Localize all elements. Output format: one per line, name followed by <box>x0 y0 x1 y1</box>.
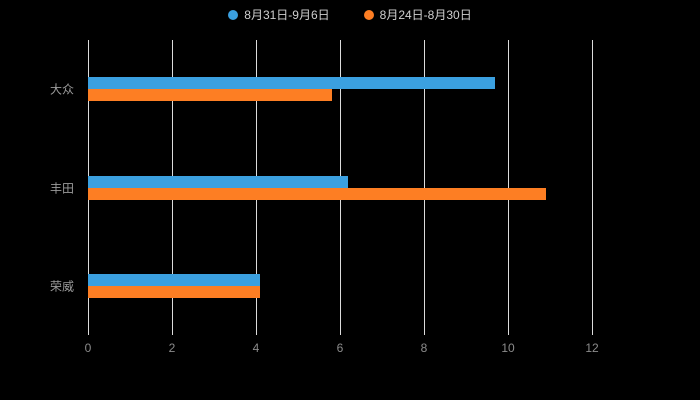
x-axis-tick-labels: 0 2 4 6 8 10 12 <box>84 341 599 357</box>
legend-dot-blue-icon <box>228 10 239 20</box>
legend-label: 8月31日-9月6日 <box>244 8 330 22</box>
x-tick-label: 10 <box>501 341 515 355</box>
category-label: 荣威 <box>49 279 74 294</box>
category-label: 大众 <box>49 82 74 97</box>
bar-8月24日-8月30日-丰田[interactable] <box>88 187 546 200</box>
legend-item-week2[interactable]: 8月31日-9月6日 <box>228 6 330 24</box>
x-tick-label: 8 <box>420 341 428 355</box>
x-tick-label: 12 <box>585 341 599 355</box>
x-tick-label: 0 <box>84 341 92 355</box>
legend-label: 8月24日-8月30日 <box>379 8 472 22</box>
plot-area <box>88 40 593 335</box>
legend-dot-orange-icon <box>363 10 374 20</box>
x-tick-label: 4 <box>252 341 260 355</box>
bar-8月31日-9月6日-荣威[interactable] <box>88 273 261 286</box>
bar-8月24日-8月30日-荣威[interactable] <box>88 285 261 298</box>
y-axis-category-labels: 大众 丰田 荣威 <box>0 40 80 335</box>
legend-item-week1[interactable]: 8月24日-8月30日 <box>363 6 472 24</box>
bar-8月24日-8月30日-大众[interactable] <box>88 89 332 102</box>
category-label: 丰田 <box>49 181 74 195</box>
legend: 8月31日-9月6日 8月24日-8月30日 <box>0 6 700 24</box>
bar-8月31日-9月6日-丰田[interactable] <box>88 175 349 188</box>
x-tick-label: 6 <box>336 341 344 355</box>
gridline <box>592 40 593 335</box>
bar-8月31日-9月6日-大众[interactable] <box>88 77 496 90</box>
x-tick-label: 2 <box>168 341 176 355</box>
